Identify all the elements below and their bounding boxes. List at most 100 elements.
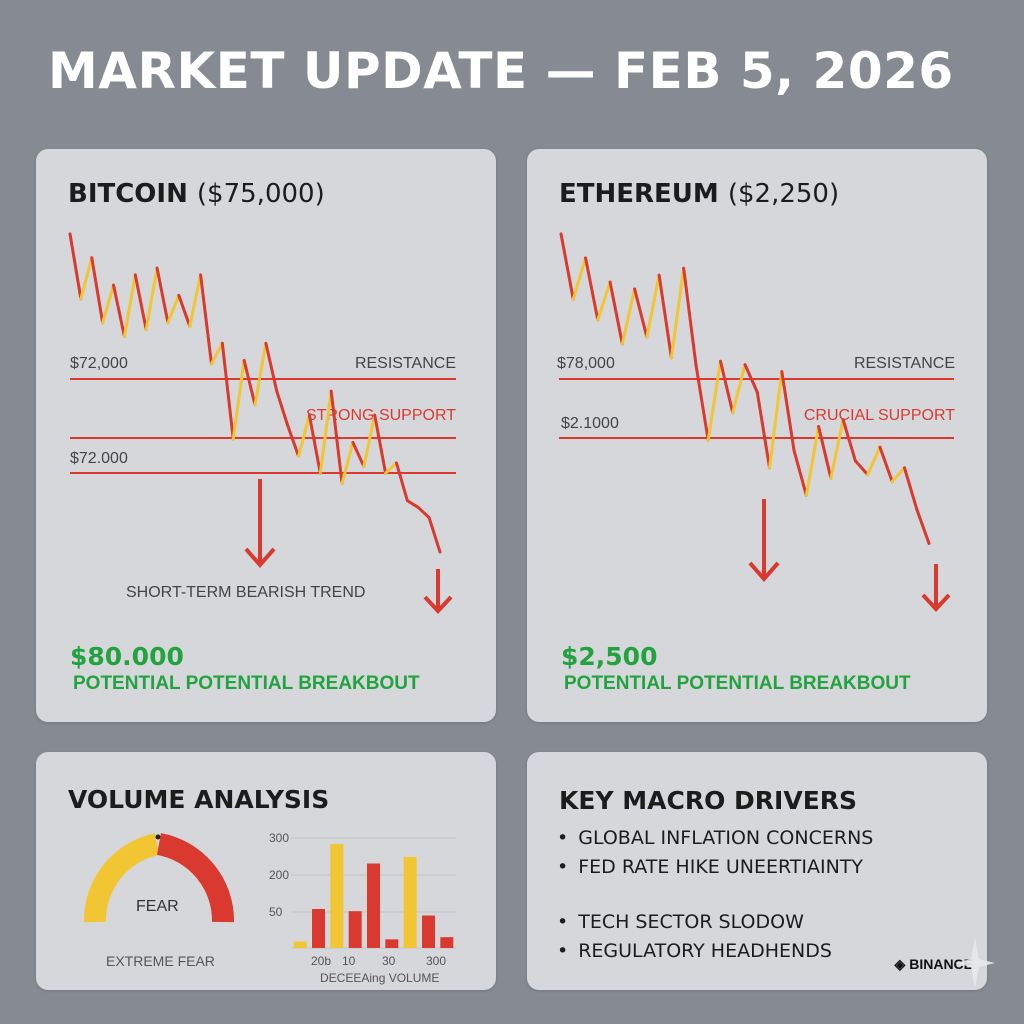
ethereum-line-segment xyxy=(829,418,845,480)
bitcoin-line-segment xyxy=(297,413,311,458)
ethereum-line-segment xyxy=(596,280,612,322)
volume-bar xyxy=(348,911,362,948)
bitcoin-line-segment xyxy=(351,440,366,468)
ethereum-line-segment xyxy=(890,466,906,484)
bitcoin-line-segment xyxy=(329,389,344,485)
volume-bar xyxy=(367,863,380,948)
ethereum-line-segment xyxy=(584,256,600,322)
ethereum-line-segment xyxy=(804,425,821,497)
binance-diamond-icon: ◈ xyxy=(894,956,906,972)
volume-bar xyxy=(312,909,325,948)
ethereum-line-segment xyxy=(706,359,722,442)
bitcoin-resistance-price: $72,000 xyxy=(70,355,128,372)
y-tick-label: 50 xyxy=(269,905,283,919)
bitcoin-price-chart xyxy=(68,232,453,614)
ethereum-line-segment xyxy=(817,425,833,480)
bitcoin-line-segment xyxy=(286,423,301,458)
ethereum-line-segment xyxy=(718,359,735,415)
bitcoin-title: BITCOIN ($75,000) xyxy=(68,179,325,209)
ethereum-price: ($2,250) xyxy=(727,179,840,209)
ethereum-resistance-price: $78,000 xyxy=(557,355,615,372)
ethereum-line-segment xyxy=(657,273,673,360)
volume-bar xyxy=(422,915,435,948)
ethereum-line-segment xyxy=(645,273,661,339)
bitcoin-line-segment xyxy=(362,413,377,468)
macro-title: KEY MACRO DRIVERS xyxy=(559,786,858,815)
bitcoin-line-segment xyxy=(307,413,322,475)
volume-bar xyxy=(293,941,307,948)
bitcoin-line-segment xyxy=(373,413,388,475)
macro-card: KEY MACRO DRIVERS GLOBAL INFLATION CONCE… xyxy=(527,752,987,990)
bitcoin-line-segment xyxy=(90,256,105,325)
ethereum-line-segment xyxy=(841,418,857,463)
volume-bar-chart: 300 200 50 20b 10 30 300 DECEEAing VOLUME xyxy=(269,831,456,985)
ethereum-line-segment xyxy=(669,266,686,360)
ethereum-line-segment xyxy=(620,287,637,346)
ethereum-line-segment xyxy=(792,449,808,497)
bitcoin-target-price: $80.000 xyxy=(70,642,184,671)
down-arrow-icon xyxy=(921,564,951,612)
ethereum-line-segment xyxy=(853,459,870,477)
bitcoin-line-segment xyxy=(133,273,148,332)
bitcoin-line-segment xyxy=(220,341,235,441)
bitcoin-line-segment xyxy=(405,499,420,509)
ethereum-card: ETHEREUM ($2,250) $78,000 RESISTANCE CRU… xyxy=(527,149,987,722)
bitcoin-line-segment xyxy=(209,341,224,366)
bitcoin-line-segment xyxy=(231,358,246,441)
bitcoin-line-segment xyxy=(177,293,192,328)
x-tick-label: 20b xyxy=(311,954,331,968)
sparkle-icon xyxy=(955,938,995,988)
ethereum-resistance-line xyxy=(559,378,954,380)
ethereum-line-segment xyxy=(731,363,747,415)
ethereum-line-segment xyxy=(571,256,588,301)
x-tick-label: 300 xyxy=(426,954,446,968)
ethereum-title: ETHEREUM ($2,250) xyxy=(559,179,839,209)
volume-bar xyxy=(385,939,399,948)
volume-bar xyxy=(440,937,454,948)
ethereum-price-chart xyxy=(559,232,951,612)
bitcoin-line-segment xyxy=(155,266,170,325)
ethereum-name: ETHEREUM xyxy=(559,179,719,209)
ethereum-line-segment xyxy=(682,266,698,367)
bitcoin-name: BITCOIN xyxy=(68,179,188,209)
bitcoin-line-segment xyxy=(144,266,159,332)
bitcoin-line-segment xyxy=(242,358,257,407)
ethereum-support-price: $2.1000 xyxy=(561,415,619,432)
list-item: TECH SECTOR SLODOW xyxy=(557,908,873,937)
gauge-needle-dot xyxy=(155,834,161,840)
bitcoin-line-segment xyxy=(394,461,409,503)
bitcoin-line-segment xyxy=(122,273,137,338)
y-tick-label: 300 xyxy=(269,831,289,845)
bitcoin-price: ($75,000) xyxy=(196,179,325,209)
bitcoin-line-segment xyxy=(68,232,83,301)
bitcoin-card: BITCOIN ($75,000) $72,000 RESISTANCE STR… xyxy=(36,149,496,722)
volume-card: VOLUME ANALYSIS FEAR EXTREME FEAR 300 200… xyxy=(36,752,496,990)
volume-title: VOLUME ANALYSIS xyxy=(68,785,330,814)
bitcoin-target-text: POTENTIAL POTENTIAL BREAKBOUT xyxy=(73,673,420,694)
gauge-sub-label: EXTREME FEAR xyxy=(106,953,215,969)
bitcoin-line-segment xyxy=(340,440,355,485)
ethereum-line-segment xyxy=(755,390,772,470)
bitcoin-line-segment xyxy=(318,389,333,475)
bitcoin-trend-label: SHORT-TERM BEARISH TREND xyxy=(126,584,366,601)
bitcoin-line-segment xyxy=(112,283,126,338)
bitcoin-line-segment xyxy=(427,516,442,554)
y-tick-label: 200 xyxy=(269,868,289,882)
ethereum-line-segment xyxy=(780,369,796,453)
ethereum-line-segment xyxy=(694,363,710,442)
down-arrow-icon xyxy=(423,569,453,614)
bitcoin-resistance-line xyxy=(70,378,456,380)
bitcoin-resistance-label: RESISTANCE xyxy=(354,355,456,372)
bitcoin-line-segment xyxy=(188,273,203,328)
ethereum-support-line xyxy=(559,437,954,439)
bearish-arrow-icon xyxy=(748,499,780,583)
brand-text: BINANCE xyxy=(909,956,973,972)
bitcoin-support-label: STRONG SUPPORT xyxy=(306,407,456,424)
x-tick-label: 10 xyxy=(342,954,356,968)
bitcoin-line-segment xyxy=(264,341,279,393)
ethereum-target-text: POTENTIAL POTENTIAL BREAKBOUT xyxy=(564,673,911,694)
gauge-label: FEAR xyxy=(136,898,179,915)
bitcoin-line-segment xyxy=(101,283,116,325)
volume-axis-label: DECEEAing VOLUME xyxy=(320,971,439,985)
ethereum-line-segment xyxy=(915,507,931,545)
